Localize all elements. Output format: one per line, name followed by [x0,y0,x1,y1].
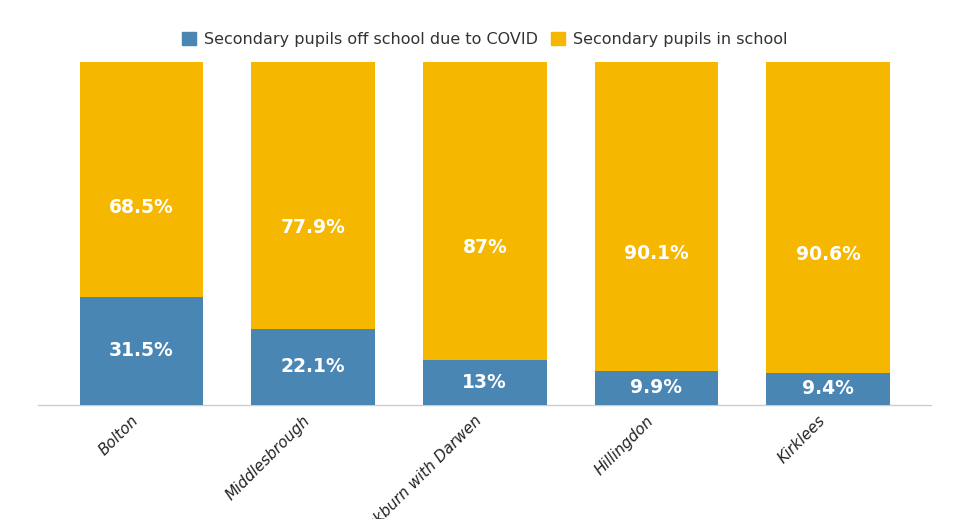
Bar [252,329,375,405]
Bar [423,360,546,405]
Bar [594,62,718,371]
Text: 9.9%: 9.9% [631,378,683,398]
Text: 77.9%: 77.9% [280,218,346,237]
Text: 9.4%: 9.4% [803,379,854,398]
Bar [766,373,890,405]
Bar [80,62,204,297]
Text: 22.1%: 22.1% [280,358,346,376]
Bar [766,62,890,373]
Bar [80,297,204,405]
Text: 13%: 13% [463,373,507,392]
Bar [594,371,718,405]
Legend: Secondary pupils off school due to COVID, Secondary pupils in school: Secondary pupils off school due to COVID… [176,26,794,53]
Bar [423,62,546,360]
Text: 90.1%: 90.1% [624,244,689,263]
Bar [252,62,375,329]
Text: 68.5%: 68.5% [109,198,174,217]
Text: 31.5%: 31.5% [109,342,174,360]
Text: 90.6%: 90.6% [796,245,860,264]
Text: 87%: 87% [463,238,507,256]
